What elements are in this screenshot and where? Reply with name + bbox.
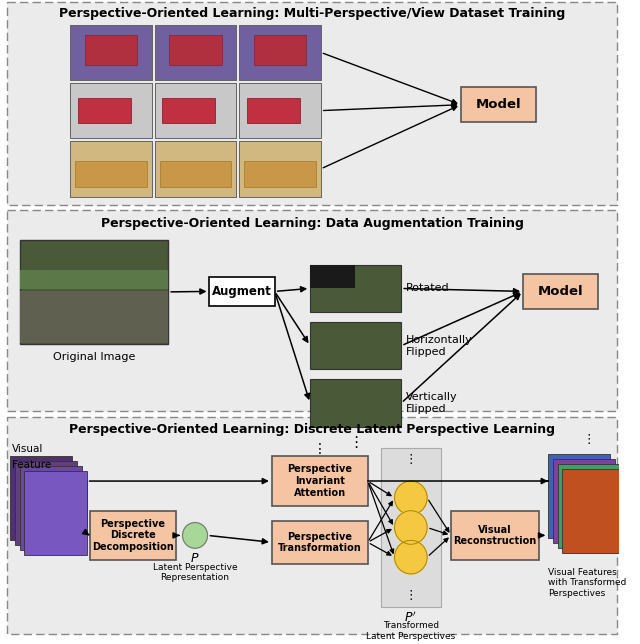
Text: $\mathbf{\mathit{P'}}$: $\mathbf{\mathit{P'}}$: [404, 611, 417, 625]
Text: Augment: Augment: [212, 285, 272, 298]
Bar: [169, 35, 222, 65]
Bar: [155, 83, 236, 138]
Bar: [90, 511, 176, 560]
Bar: [163, 98, 215, 124]
Text: Perspective
Invariant
Attention: Perspective Invariant Attention: [287, 464, 352, 498]
Bar: [70, 141, 152, 196]
Text: Perspective-Oriented Learning: Data Augmentation Training: Perspective-Oriented Learning: Data Augm…: [100, 217, 524, 230]
Bar: [451, 511, 540, 560]
Bar: [70, 83, 152, 138]
Bar: [70, 83, 152, 138]
Bar: [70, 141, 152, 196]
Circle shape: [182, 522, 207, 548]
Bar: [244, 161, 316, 187]
Bar: [19, 466, 82, 550]
Bar: [15, 461, 77, 545]
Bar: [70, 24, 152, 80]
Bar: [239, 83, 321, 138]
Circle shape: [394, 511, 427, 544]
Text: Perspective-Oriented Learning: Discrete Latent Perspective Learning: Perspective-Oriented Learning: Discrete …: [69, 423, 555, 436]
Text: $\mathbf{\mathit{P}}$: $\mathbf{\mathit{P}}$: [190, 552, 200, 565]
Bar: [155, 83, 236, 138]
Text: Visual: Visual: [12, 444, 44, 455]
Bar: [10, 457, 72, 540]
Text: Model: Model: [476, 98, 521, 111]
Bar: [75, 161, 147, 187]
Bar: [461, 87, 536, 122]
Bar: [84, 35, 138, 65]
Bar: [19, 240, 168, 344]
Bar: [155, 24, 236, 80]
Bar: [24, 471, 86, 555]
Bar: [239, 83, 321, 138]
Text: Perspective
Transformation: Perspective Transformation: [278, 531, 362, 553]
Bar: [239, 24, 321, 80]
Text: Rotated: Rotated: [406, 283, 450, 294]
Bar: [239, 141, 321, 196]
Text: Original Image: Original Image: [52, 352, 135, 362]
Text: Transformed
Latent Perspectives: Transformed Latent Perspectives: [366, 621, 456, 641]
Text: Vertically
Flipped: Vertically Flipped: [406, 392, 458, 414]
Bar: [272, 520, 368, 564]
Text: Feature: Feature: [12, 460, 51, 470]
Bar: [523, 274, 598, 309]
Text: Visual Features
with Transformed
Perspectives: Visual Features with Transformed Perspec…: [548, 568, 627, 598]
Bar: [247, 98, 300, 124]
Text: Perspective-Oriented Learning: Multi-Perspective/View Dataset Training: Perspective-Oriented Learning: Multi-Per…: [59, 7, 565, 21]
Bar: [553, 459, 615, 544]
Bar: [253, 35, 307, 65]
Text: Model: Model: [538, 285, 583, 298]
Bar: [239, 141, 321, 196]
Text: ⋮: ⋮: [404, 453, 417, 466]
Bar: [563, 469, 625, 553]
Text: ⋮: ⋮: [348, 435, 364, 450]
Text: Perspective
Discrete
Decomposition: Perspective Discrete Decomposition: [92, 519, 173, 552]
Bar: [239, 24, 321, 80]
Bar: [159, 161, 232, 187]
Bar: [548, 455, 611, 538]
Text: Horizontally
Flipped: Horizontally Flipped: [406, 335, 473, 357]
Text: Visual
Reconstruction: Visual Reconstruction: [454, 525, 537, 546]
Text: Latent Perspective
Representation: Latent Perspective Representation: [153, 563, 237, 582]
Bar: [310, 379, 401, 427]
Bar: [155, 24, 236, 80]
Bar: [78, 98, 131, 124]
Text: ⋮: ⋮: [582, 433, 595, 446]
Bar: [19, 291, 168, 343]
Bar: [310, 265, 401, 312]
Bar: [155, 141, 236, 196]
Bar: [209, 276, 275, 306]
Text: ⋮: ⋮: [313, 442, 326, 457]
Bar: [381, 448, 440, 607]
Bar: [7, 211, 617, 411]
Bar: [310, 322, 401, 370]
Bar: [557, 464, 620, 548]
Bar: [272, 457, 368, 506]
Bar: [310, 265, 355, 289]
Bar: [7, 417, 617, 634]
Bar: [70, 24, 152, 80]
Bar: [19, 270, 168, 289]
Text: ⋮: ⋮: [404, 589, 417, 601]
Circle shape: [394, 481, 427, 515]
Bar: [155, 141, 236, 196]
Bar: [7, 2, 617, 205]
Circle shape: [394, 540, 427, 574]
